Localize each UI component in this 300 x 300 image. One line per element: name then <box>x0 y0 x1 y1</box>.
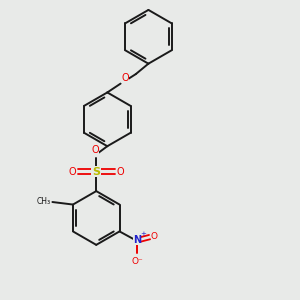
Text: O: O <box>92 146 99 155</box>
Text: S: S <box>92 167 100 176</box>
Text: O: O <box>69 167 76 176</box>
Text: CH₃: CH₃ <box>37 197 51 206</box>
Text: O⁻: O⁻ <box>131 257 143 266</box>
Text: +: + <box>141 231 147 237</box>
Text: N: N <box>133 235 141 245</box>
Text: O: O <box>151 232 158 241</box>
Text: O: O <box>116 167 124 176</box>
Text: O: O <box>121 73 129 83</box>
